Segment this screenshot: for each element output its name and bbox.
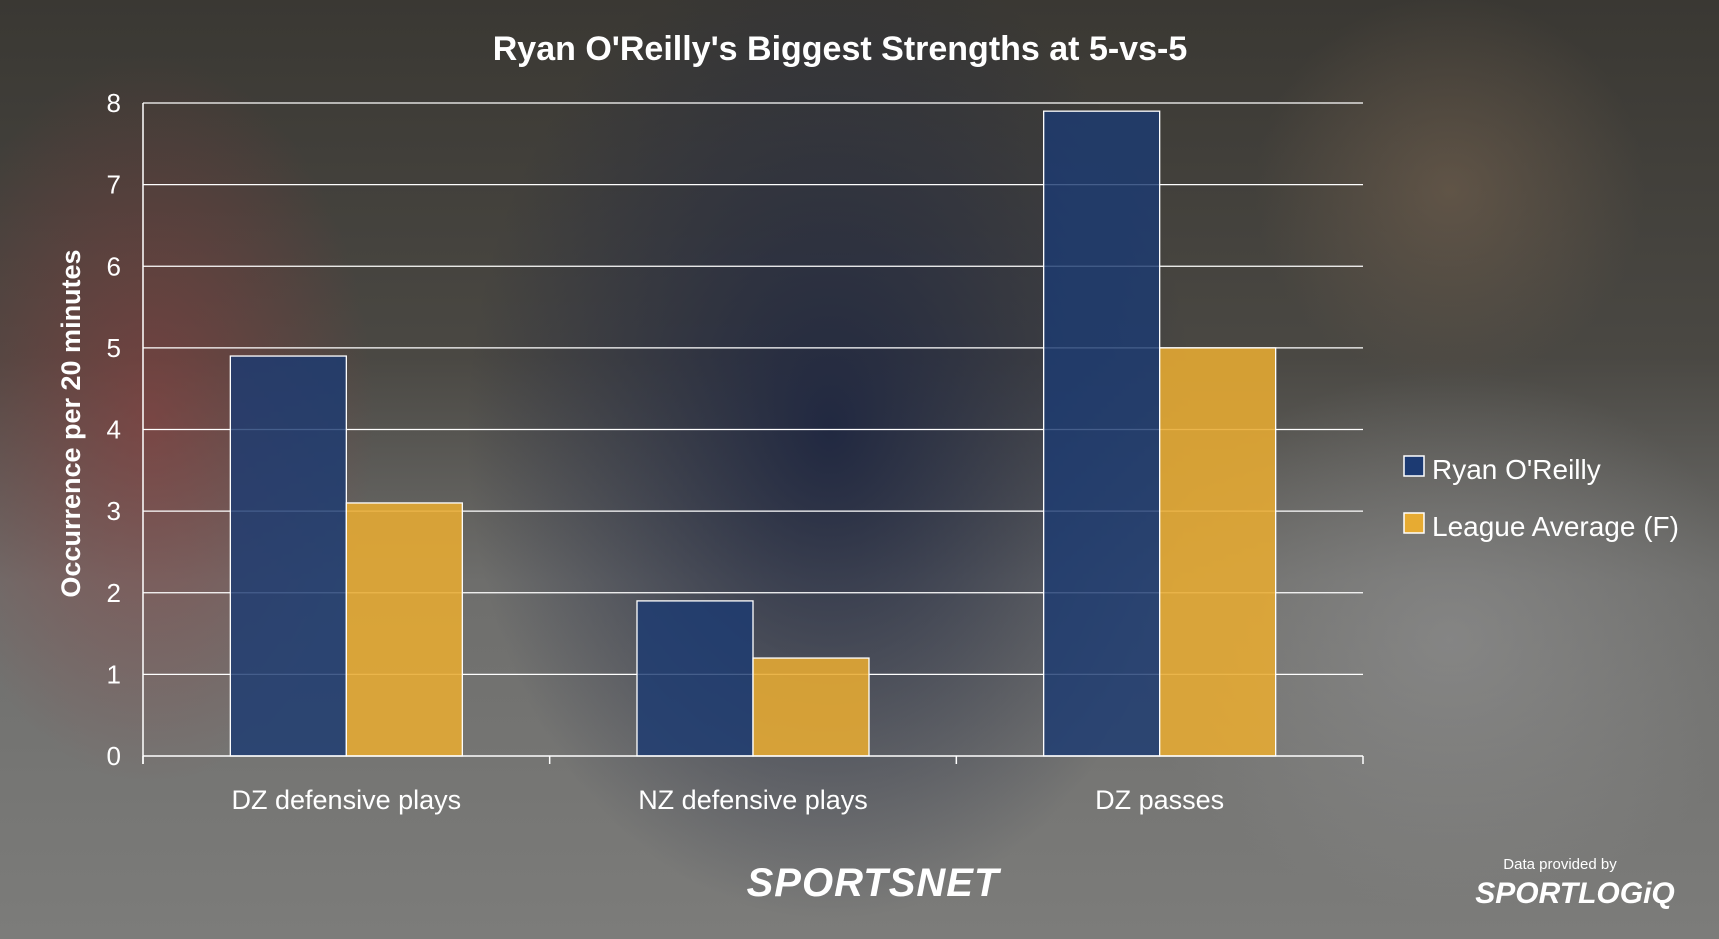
sportsnet-logo: SPORTSNET [746, 861, 1000, 905]
bars [229, 110, 1277, 757]
bar-player-1 [229, 355, 347, 757]
sportlogiq-logo: SPORTLOGiQ [1475, 877, 1675, 910]
y-tick-label: 0 [107, 741, 121, 771]
bar-league-average-2 [752, 657, 870, 757]
x-category-label: NZ defensive plays [638, 785, 868, 815]
data-credit: Data provided by [1503, 856, 1617, 873]
x-category-label: DZ passes [1095, 785, 1224, 815]
x-axis-labels: DZ defensive plays NZ defensive plays DZ p… [232, 785, 1225, 815]
legend-swatch [1403, 455, 1425, 477]
chart-title: Ryan O'Reilly's Biggest Strengths at 5-v… [493, 30, 1187, 68]
x-category-label: DZ defensive plays [232, 785, 462, 815]
y-tick-label: 1 [107, 659, 121, 689]
y-tick-label: 2 [107, 578, 121, 608]
y-tick-label: 5 [107, 333, 121, 363]
y-axis-ticks: 0 1 2 3 4 5 6 7 8 [107, 88, 121, 771]
bar-player-2 [636, 600, 754, 757]
y-tick-label: 6 [107, 251, 121, 281]
legend-label: League Average (F) [1432, 511, 1679, 542]
axes [142, 103, 1364, 764]
bar-league-average-3 [1159, 347, 1277, 757]
legend-swatch [1403, 512, 1425, 534]
bar-league-average-1 [345, 502, 463, 757]
bar-player-3 [1043, 110, 1161, 757]
y-tick-label: 7 [107, 170, 121, 200]
legend: Ryan O'Reilly League Average (F) [1403, 454, 1679, 542]
y-tick-label: 3 [107, 496, 121, 526]
legend-label: Ryan O'Reilly [1432, 454, 1601, 485]
y-tick-label: 4 [107, 415, 121, 445]
y-axis-label: Occurrence per 20 minutes [56, 249, 86, 597]
y-tick-label: 8 [107, 88, 121, 118]
